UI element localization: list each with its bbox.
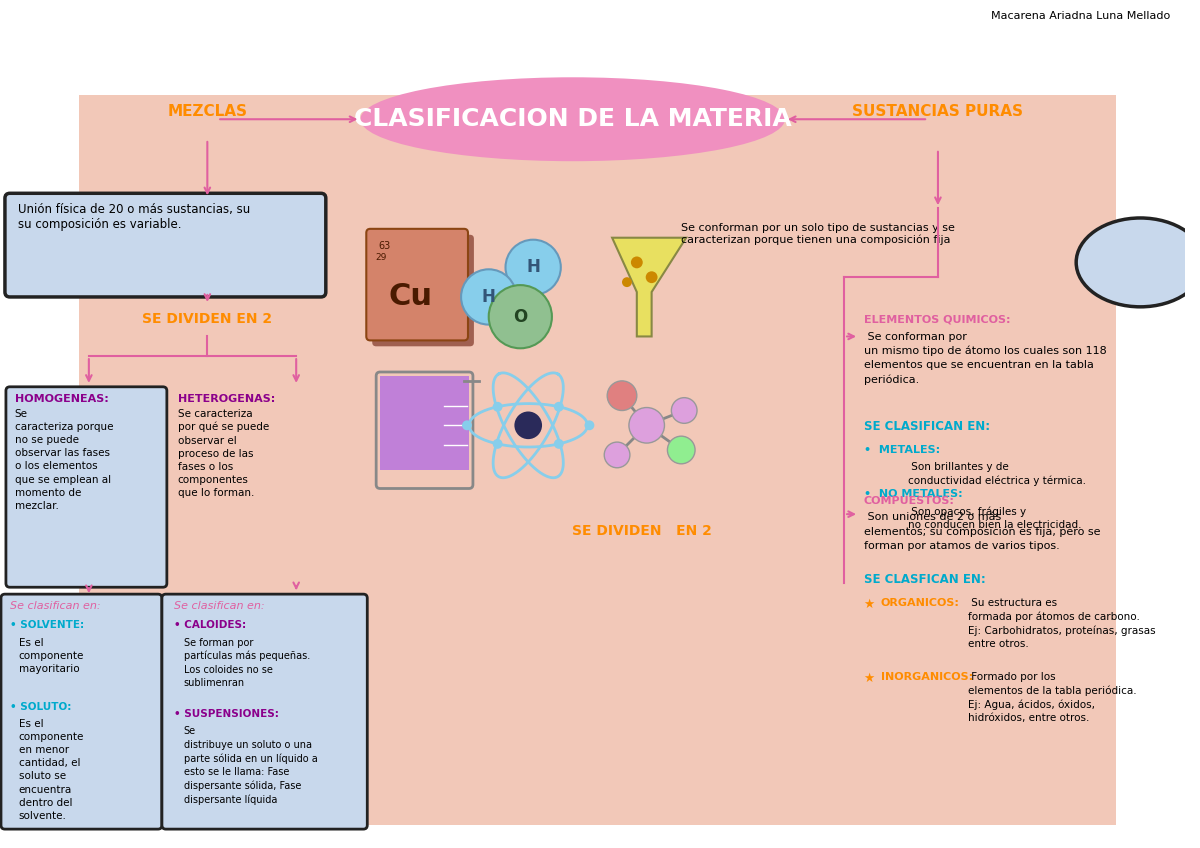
- Text: SE DIVIDEN EN 2: SE DIVIDEN EN 2: [143, 312, 272, 326]
- Text: ORGANICOS:: ORGANICOS:: [881, 598, 960, 608]
- Text: ELEMENTOS QUIMICOS:: ELEMENTOS QUIMICOS:: [864, 315, 1010, 325]
- Circle shape: [488, 285, 552, 349]
- Text: SUSTANCIAS PURAS: SUSTANCIAS PURAS: [852, 104, 1024, 120]
- Text: Son brillantes y de
conductividad eléctrica y térmica.: Son brillantes y de conductividad eléctr…: [908, 462, 1086, 486]
- Text: MEZCLAS: MEZCLAS: [167, 104, 247, 120]
- Text: Son uniones de 2 o más
elementos; su composición es fija, pero se
forman por ata: Son uniones de 2 o más elementos; su com…: [864, 512, 1100, 551]
- Text: Se
caracteriza porque
no se puede
observar las fases
o los elementos
que se empl: Se caracteriza porque no se puede observ…: [14, 409, 113, 511]
- Text: • SUSPENSIONES:: • SUSPENSIONES:: [174, 709, 278, 718]
- FancyBboxPatch shape: [5, 193, 326, 297]
- Circle shape: [493, 402, 503, 411]
- Text: HOMOGENEAS:: HOMOGENEAS:: [14, 393, 108, 404]
- Circle shape: [629, 408, 665, 444]
- Text: SE CLASIFICAN EN:: SE CLASIFICAN EN:: [864, 421, 990, 433]
- Text: SE CLASFICAN EN:: SE CLASFICAN EN:: [864, 573, 985, 587]
- Circle shape: [605, 442, 630, 468]
- Circle shape: [554, 439, 564, 449]
- Text: Cu: Cu: [388, 282, 432, 311]
- Circle shape: [671, 398, 697, 423]
- FancyBboxPatch shape: [6, 387, 167, 587]
- Circle shape: [622, 277, 632, 287]
- Text: • SOLVENTE:: • SOLVENTE:: [10, 620, 84, 630]
- Text: Formado por los
elementos de la tabla periódica.
Ej: Agua, ácidos, óxidos,
hidró: Formado por los elementos de la tabla pe…: [967, 672, 1136, 723]
- Text: Se caracteriza
por qué se puede
observar el
proceso de las
fases o los
component: Se caracteriza por qué se puede observar…: [178, 409, 269, 499]
- Text: COMPUESTOS:: COMPUESTOS:: [864, 496, 955, 506]
- Text: Macarena Ariadna Luna Mellado: Macarena Ariadna Luna Mellado: [991, 11, 1170, 20]
- Text: Su estructura es
formada por átomos de carbono.
Ej: Carbohidratos, proteínas, gr: Su estructura es formada por átomos de c…: [967, 598, 1156, 649]
- Circle shape: [461, 270, 516, 325]
- Circle shape: [646, 271, 658, 283]
- Text: Se conforman por
un mismo tipo de átomo los cuales son 118
elementos que se encu: Se conforman por un mismo tipo de átomo …: [864, 332, 1106, 385]
- Text: HETEROGENAS:: HETEROGENAS:: [178, 393, 275, 404]
- Circle shape: [607, 381, 637, 410]
- Polygon shape: [612, 237, 686, 337]
- Text: ★: ★: [864, 598, 880, 611]
- Text: 29: 29: [376, 253, 386, 261]
- Text: •  NO METALES:: • NO METALES:: [864, 489, 962, 499]
- Circle shape: [584, 421, 594, 430]
- Text: INORGANICOS:: INORGANICOS:: [881, 672, 973, 682]
- Circle shape: [631, 256, 643, 268]
- Text: 63: 63: [378, 241, 390, 251]
- Text: Se clasifican en:: Se clasifican en:: [174, 601, 264, 611]
- Circle shape: [462, 421, 472, 430]
- Circle shape: [667, 436, 695, 464]
- Circle shape: [515, 411, 542, 439]
- FancyBboxPatch shape: [372, 235, 474, 346]
- Text: Se
distribuye un soluto o una
parte sólida en un líquido a
esto se le llama: Fas: Se distribuye un soluto o una parte sóli…: [184, 727, 317, 805]
- FancyBboxPatch shape: [380, 376, 469, 470]
- Text: H: H: [481, 288, 496, 306]
- Text: CLASIFICACION DE LA MATERIA: CLASIFICACION DE LA MATERIA: [354, 107, 792, 131]
- Text: H: H: [527, 259, 540, 276]
- Text: SE DIVIDEN   EN 2: SE DIVIDEN EN 2: [572, 524, 712, 538]
- FancyBboxPatch shape: [162, 594, 367, 829]
- Ellipse shape: [1076, 218, 1200, 307]
- FancyBboxPatch shape: [366, 229, 468, 340]
- Circle shape: [554, 402, 564, 411]
- Text: ★: ★: [864, 672, 880, 685]
- Text: Se forman por
partículas más pequeñas.
Los coloides no se
sublimenran: Se forman por partículas más pequeñas. L…: [184, 638, 310, 688]
- Text: O: O: [514, 308, 528, 326]
- Circle shape: [493, 439, 503, 449]
- FancyBboxPatch shape: [79, 95, 1116, 825]
- Text: Es el
componente
en menor
cantidad, el
soluto se
encuentra
dentro del
solvente.: Es el componente en menor cantidad, el s…: [19, 718, 84, 821]
- Text: Son opacos, frágiles y
no conducen bien la electricidad.: Son opacos, frágiles y no conducen bien …: [908, 506, 1082, 530]
- Text: •  METALES:: • METALES:: [864, 445, 940, 455]
- Ellipse shape: [360, 77, 785, 161]
- Text: Se clasifican en:: Se clasifican en:: [10, 601, 101, 611]
- Text: • SOLUTO:: • SOLUTO:: [10, 702, 71, 711]
- Text: Es el
componente
mayoritario: Es el componente mayoritario: [19, 638, 84, 674]
- FancyBboxPatch shape: [1, 594, 162, 829]
- Circle shape: [505, 240, 560, 295]
- Text: • CALOIDES:: • CALOIDES:: [174, 620, 246, 630]
- Text: Se conforman por un solo tipo de sustancias y se
caracterizan porque tienen una : Se conforman por un solo tipo de sustanc…: [682, 223, 955, 245]
- Text: Unión física de 20 o más sustancias, su
su composición es variable.: Unión física de 20 o más sustancias, su …: [18, 204, 250, 232]
